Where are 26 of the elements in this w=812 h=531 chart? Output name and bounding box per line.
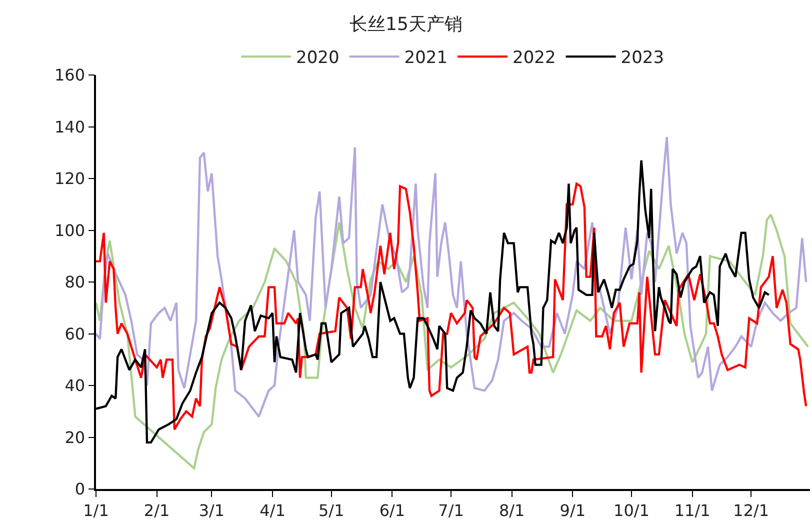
- legend-label: 2021: [404, 48, 448, 68]
- y-tick-label: 80: [64, 272, 86, 292]
- x-tick-label: 3/1: [198, 500, 225, 520]
- x-tick-label: 6/1: [379, 500, 406, 520]
- y-tick-label: 100: [54, 220, 86, 240]
- y-tick-label: 40: [64, 376, 86, 396]
- x-tick-label: 7/1: [438, 500, 464, 520]
- y-tick-label: 160: [54, 66, 86, 85]
- x-tick-label: 5/1: [318, 500, 344, 520]
- legend-label: 2020: [296, 48, 340, 68]
- x-tick-label: 10/1: [614, 500, 650, 520]
- chart-title: 长丝15天产销: [350, 14, 462, 36]
- y-tick-label: 0: [74, 480, 86, 499]
- y-tick-label: 140: [54, 117, 86, 136]
- y-tick-label: 20: [64, 428, 86, 447]
- x-tick-label: 4/1: [260, 500, 286, 520]
- x-tick-label: 8/1: [498, 500, 525, 520]
- x-tick-label: 9/1: [560, 500, 586, 520]
- x-tick-label: 11/1: [674, 500, 710, 520]
- legend-label: 2022: [512, 48, 556, 68]
- x-tick-label: 12/1: [733, 500, 770, 520]
- y-tick-label: 120: [54, 169, 86, 188]
- x-tick-label: 2/1: [144, 500, 170, 520]
- y-tick-label: 60: [64, 324, 86, 344]
- legend-label: 2023: [620, 48, 664, 68]
- x-tick-label: 1/1: [83, 500, 109, 520]
